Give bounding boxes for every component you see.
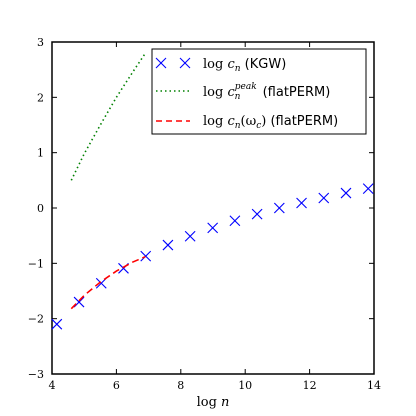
data-point-stroke (207, 222, 219, 234)
y-tick-label: −3 (28, 368, 44, 381)
data-point (73, 296, 85, 308)
legend-marker-kgw (155, 57, 191, 69)
legend-label-peak: log cpeak n (flatPERM) (203, 82, 330, 102)
data-point-stroke (229, 215, 241, 227)
data-point (162, 239, 174, 251)
data-point-stroke (184, 230, 196, 242)
data-point (229, 215, 241, 227)
y-tick-label: −1 (28, 257, 44, 270)
data-point-stroke (251, 208, 263, 220)
x-tick-label: 8 (177, 379, 184, 392)
y-tick-label: 0 (37, 202, 44, 215)
x-axis-label: log n (197, 395, 230, 410)
series-line-omega (70, 255, 146, 310)
legend-item-peak: log cpeak n (flatPERM) (156, 82, 330, 102)
data-point (207, 222, 219, 234)
x-axis-label-var: n (221, 395, 229, 410)
legend-item-kgw: log cn (KGW) (155, 57, 286, 74)
data-point-stroke (162, 239, 174, 251)
data-point (273, 202, 285, 214)
data-point-stroke (140, 250, 152, 262)
data-point-stroke (73, 296, 85, 308)
data-point (51, 318, 63, 330)
data-point-stroke (362, 183, 374, 195)
series-kgw (51, 183, 374, 330)
y-tick-label: 2 (37, 91, 44, 104)
legend-item-omega: log cn(ωc) (flatPERM) (156, 114, 338, 131)
x-axis-label-log: log (197, 395, 221, 410)
data-point-stroke (340, 187, 352, 199)
series-layer (51, 52, 374, 330)
data-point (251, 208, 263, 220)
x-tick-label: 14 (367, 379, 381, 392)
data-point (184, 230, 196, 242)
x-tick-label: 12 (303, 379, 317, 392)
y-tick-label: 3 (37, 36, 44, 49)
data-point-stroke (318, 192, 330, 204)
data-point-stroke (296, 197, 307, 209)
legend: log cn (KGW) log cpeak n (flatPERM) log c… (151, 48, 367, 135)
legend-label-omega: log cn(ωc) (flatPERM) (203, 114, 338, 131)
x-tick-label: 4 (49, 379, 56, 392)
data-point (296, 197, 307, 209)
x-tick-label: 6 (113, 379, 120, 392)
data-point-stroke (273, 202, 285, 214)
y-tick-label: −2 (28, 313, 44, 326)
data-point (362, 183, 374, 195)
x-tick-label: 10 (238, 379, 252, 392)
data-point (340, 187, 352, 199)
y-tick-label: 1 (37, 147, 44, 160)
legend-label-kgw: log cn (KGW) (203, 57, 286, 74)
data-point (140, 250, 152, 262)
data-point (318, 192, 330, 204)
data-point-stroke (51, 318, 63, 330)
